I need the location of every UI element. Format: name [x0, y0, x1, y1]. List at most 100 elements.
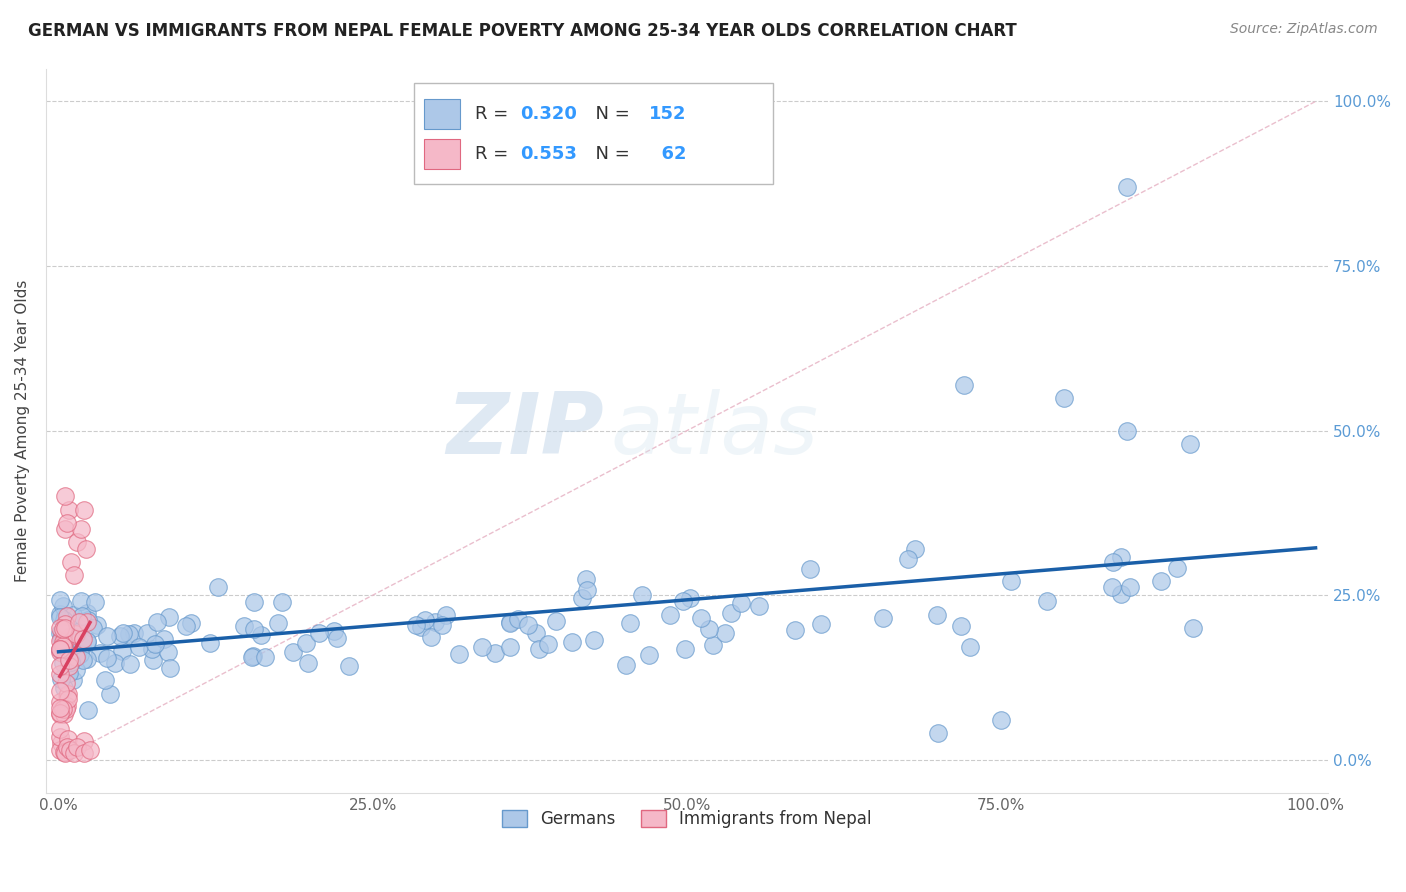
- Point: [51, 624, 73, 639]
- Y-axis label: Female Poverty Among 25-34 Year Olds: Female Poverty Among 25-34 Year Olds: [15, 279, 30, 582]
- Point: [730, 596, 752, 610]
- Point: [420, 630, 443, 644]
- Point: [59, 647, 82, 661]
- Point: [56, 739, 79, 754]
- Point: [72, 653, 94, 667]
- Point: [96, 629, 118, 643]
- Point: [70, 608, 93, 623]
- Point: [66, 739, 89, 754]
- Point: [49, 722, 72, 736]
- Point: [527, 641, 550, 656]
- Point: [52, 745, 75, 759]
- Point: [1116, 424, 1139, 438]
- Point: [267, 616, 290, 631]
- Point: [60, 555, 83, 569]
- Point: [73, 746, 96, 760]
- Point: [49, 593, 72, 607]
- Point: [52, 599, 75, 613]
- Point: [323, 624, 346, 639]
- Point: [49, 621, 72, 635]
- Point: [49, 695, 72, 709]
- FancyBboxPatch shape: [425, 99, 460, 129]
- Point: [52, 642, 75, 657]
- Point: [337, 658, 360, 673]
- Point: [49, 743, 72, 757]
- Point: [62, 607, 84, 622]
- Point: [58, 659, 80, 673]
- Point: [49, 658, 72, 673]
- Text: R =: R =: [475, 105, 515, 123]
- Point: [111, 625, 134, 640]
- Point: [146, 615, 169, 630]
- Point: [66, 648, 89, 662]
- Point: [689, 610, 711, 624]
- Point: [52, 681, 75, 695]
- Point: [783, 623, 806, 637]
- Point: [471, 640, 494, 654]
- Point: [65, 664, 87, 678]
- Point: [59, 640, 82, 654]
- Point: [631, 588, 654, 602]
- Point: [79, 743, 101, 757]
- Point: [297, 657, 319, 671]
- Point: [1166, 560, 1188, 574]
- Point: [233, 619, 256, 633]
- Point: [49, 643, 72, 657]
- Point: [576, 582, 599, 597]
- Point: [1053, 391, 1076, 405]
- Point: [405, 617, 427, 632]
- Point: [56, 731, 79, 746]
- Point: [55, 645, 77, 659]
- Legend: Germans, Immigrants from Nepal: Germans, Immigrants from Nepal: [496, 804, 879, 835]
- Point: [53, 707, 76, 722]
- Point: [524, 625, 547, 640]
- Point: [810, 616, 832, 631]
- Point: [271, 594, 294, 608]
- Point: [52, 702, 75, 716]
- Point: [498, 615, 520, 630]
- Text: N =: N =: [585, 145, 636, 163]
- Text: 0.553: 0.553: [520, 145, 578, 163]
- Point: [72, 733, 94, 747]
- Text: 152: 152: [648, 105, 686, 123]
- Point: [243, 595, 266, 609]
- Point: [55, 642, 77, 657]
- Point: [53, 613, 76, 627]
- Point: [872, 611, 894, 625]
- Point: [69, 648, 91, 662]
- Point: [118, 627, 141, 641]
- Point: [55, 621, 77, 635]
- Point: [49, 684, 72, 698]
- Point: [561, 635, 583, 649]
- Point: [672, 594, 695, 608]
- Point: [62, 673, 84, 688]
- Point: [96, 651, 118, 665]
- Point: [56, 689, 79, 703]
- Point: [122, 625, 145, 640]
- Point: [89, 646, 111, 660]
- Point: [240, 650, 263, 665]
- Point: [104, 657, 127, 671]
- Point: [174, 618, 197, 632]
- Point: [52, 634, 75, 648]
- Point: [49, 706, 72, 720]
- Point: [49, 730, 72, 744]
- Point: [72, 632, 94, 646]
- Point: [499, 640, 522, 655]
- Point: [100, 687, 122, 701]
- Point: [59, 656, 82, 670]
- Point: [516, 618, 538, 632]
- Point: [83, 595, 105, 609]
- Point: [897, 552, 920, 566]
- Point: [49, 700, 72, 714]
- Point: [153, 632, 176, 646]
- Point: [60, 629, 83, 643]
- Point: [76, 607, 98, 621]
- Point: [49, 610, 72, 624]
- Point: [583, 633, 606, 648]
- Point: [432, 617, 454, 632]
- Point: [76, 634, 98, 648]
- Point: [243, 622, 266, 636]
- Text: 0.320: 0.320: [520, 105, 578, 123]
- Point: [51, 672, 73, 686]
